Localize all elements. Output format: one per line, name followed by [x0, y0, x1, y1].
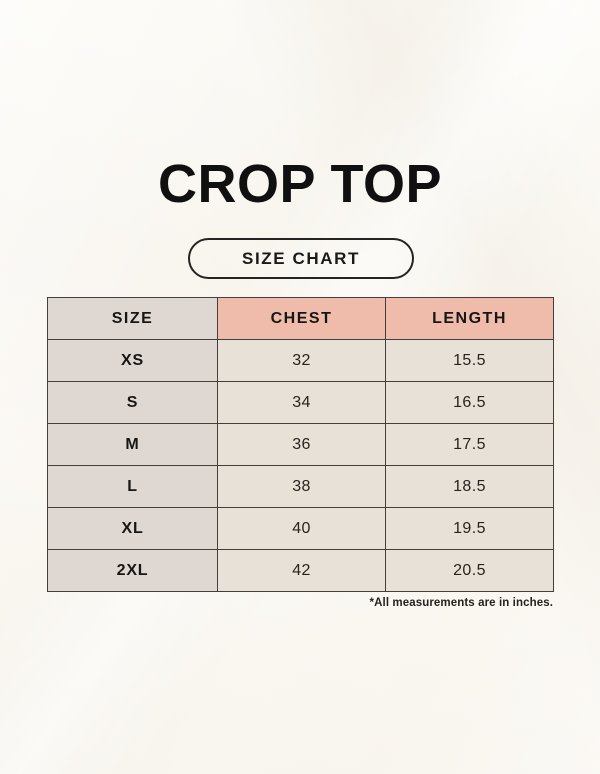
- column-header-chest: CHEST: [217, 297, 386, 340]
- size-chart-badge: SIZE CHART: [188, 238, 414, 279]
- cell-size: 2XL: [47, 549, 218, 592]
- cell-chest: 34: [217, 381, 386, 424]
- cell-chest: 42: [217, 549, 386, 592]
- cell-size: M: [47, 423, 218, 466]
- cell-chest: 40: [217, 507, 386, 550]
- size-chart-badge-label: SIZE CHART: [242, 249, 360, 268]
- cell-size: S: [47, 381, 218, 424]
- table-row: M 36 17.5: [47, 423, 554, 466]
- cell-length: 20.5: [385, 549, 554, 592]
- table-row: L 38 18.5: [47, 465, 554, 508]
- page-title: CROP TOP: [157, 154, 443, 214]
- cell-chest: 38: [217, 465, 386, 508]
- measurements-footnote: *All measurements are in inches.: [369, 597, 553, 609]
- table-row: 2XL 42 20.5: [47, 549, 554, 592]
- cell-size: XS: [47, 339, 218, 382]
- size-chart-table: SIZE CHEST LENGTH XS 32 15.5 S 34 16.5 M: [47, 297, 554, 592]
- cell-chest: 32: [217, 339, 386, 382]
- cell-chest: 36: [217, 423, 386, 466]
- cell-size: L: [47, 465, 218, 508]
- cell-length: 17.5: [385, 423, 554, 466]
- column-header-length: LENGTH: [385, 297, 554, 340]
- table-header-row: SIZE CHEST LENGTH: [47, 297, 554, 340]
- table-row: S 34 16.5: [47, 381, 554, 424]
- cell-length: 15.5: [385, 339, 554, 382]
- cell-length: 19.5: [385, 507, 554, 550]
- cell-length: 16.5: [385, 381, 554, 424]
- cell-length: 18.5: [385, 465, 554, 508]
- column-header-size: SIZE: [47, 297, 218, 340]
- table-row: XS 32 15.5: [47, 339, 554, 382]
- table-row: XL 40 19.5: [47, 507, 554, 550]
- cell-size: XL: [47, 507, 218, 550]
